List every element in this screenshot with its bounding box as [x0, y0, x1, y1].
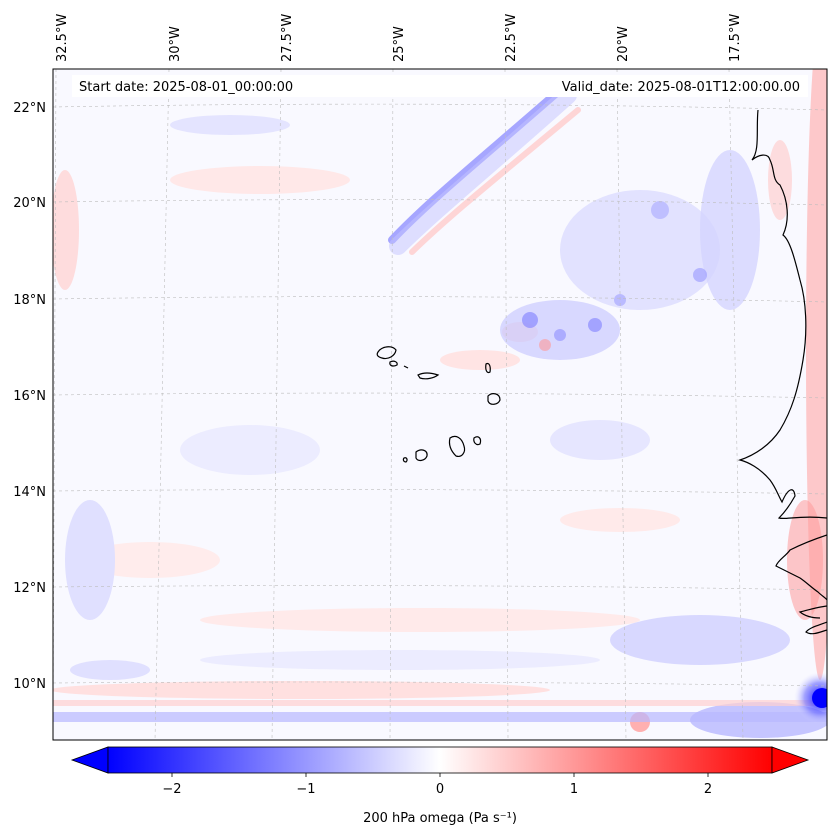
island-sal	[485, 362, 491, 374]
colorbar-tick-label: 1	[570, 782, 578, 797]
island-santiago	[448, 435, 466, 457]
omega-positive-area	[53, 170, 79, 290]
start-date-label: Start date: 2025-08-01_00:00:00	[79, 80, 293, 95]
meridian	[504, 69, 509, 740]
colorbar-extend-min	[70, 746, 109, 774]
colorbar-label: 200 hPa omega (Pa s⁻¹)	[363, 811, 517, 826]
meridian	[154, 69, 170, 740]
africa-coastline	[737, 109, 827, 520]
island-fogo	[415, 449, 428, 462]
omega-positive-area	[560, 508, 680, 532]
omega-negative-area	[180, 425, 320, 475]
meridian	[271, 69, 282, 740]
lon-label: 32.5°W	[55, 14, 70, 62]
lat-label: 14°N	[13, 485, 46, 500]
omega-negative-area	[700, 150, 760, 310]
omega-strong-ascent	[794, 672, 827, 724]
colorbar-body	[107, 746, 773, 774]
colorbar-extend-max	[771, 746, 810, 774]
lat-label: 18°N	[13, 293, 46, 308]
colorbar-tick-label: −2	[162, 782, 181, 797]
lon-label: 20°W	[616, 26, 631, 62]
island-sao-vicente	[389, 360, 398, 367]
meridian	[389, 69, 394, 740]
lat-label: 20°N	[13, 196, 46, 211]
colorbar-ticks	[171, 773, 709, 777]
parallel	[53, 103, 827, 111]
omega-negative-cell	[693, 268, 707, 282]
longitude-labels: 32.5°W 30°W 27.5°W 25°W 22.5°W 20°W 17.5…	[55, 14, 743, 62]
lon-label: 27.5°W	[280, 14, 295, 62]
omega-negative-cell	[554, 329, 566, 341]
omega-positive-band	[409, 107, 581, 255]
omega-positive-area	[440, 350, 520, 370]
omega-positive-cell	[539, 339, 551, 351]
map-frame	[52, 68, 828, 741]
header-box	[72, 75, 808, 97]
island-santo-antao	[376, 346, 397, 360]
omega-positive-area	[200, 608, 640, 632]
lat-label: 16°N	[13, 389, 46, 404]
omega-positive-area	[787, 500, 823, 620]
omega-negative-area	[65, 500, 115, 620]
omega-field	[53, 69, 827, 738]
africa-coastline	[798, 605, 827, 619]
meridian	[616, 69, 627, 740]
island-maio	[473, 436, 482, 446]
omega-negative-cell	[614, 294, 626, 306]
parallel	[53, 585, 827, 591]
africa-coastline	[805, 621, 827, 635]
omega-positive-area	[53, 681, 550, 699]
meridian	[728, 69, 744, 740]
parallel	[53, 199, 827, 206]
lat-label: 12°N	[13, 581, 46, 596]
lat-label: 22°N	[13, 101, 46, 116]
parallel	[53, 681, 827, 687]
omega-negative-band	[389, 86, 577, 255]
omega-positive-area	[170, 166, 350, 194]
colorbar-tick-label: 2	[704, 782, 712, 797]
omega-negative-cell	[522, 312, 538, 328]
latitude-labels: 22°N 20°N 18°N 16°N 14°N 12°N 10°N	[13, 101, 46, 692]
omega-negative-area	[170, 115, 290, 135]
omega-negative-area	[200, 650, 600, 670]
lon-label: 25°W	[392, 26, 407, 62]
omega-negative-area	[550, 420, 650, 460]
omega-negative-area	[610, 615, 790, 665]
island-boa-vista	[487, 393, 501, 405]
parallel	[53, 296, 827, 303]
coastlines	[376, 109, 827, 635]
map-panel	[53, 69, 827, 740]
valid-date-label: Valid_date: 2025-08-01T12:00:00.00	[562, 80, 800, 95]
omega-strong-ascent-core	[812, 688, 827, 708]
island-brava	[402, 457, 408, 463]
omega-positive-area	[80, 542, 220, 578]
omega-negative-cell	[588, 318, 602, 332]
parallel	[53, 489, 827, 495]
colorbar-tick-label: 0	[436, 782, 444, 797]
africa-coastline	[775, 534, 827, 601]
omega-negative-area	[70, 660, 150, 680]
lat-label: 10°N	[13, 677, 46, 692]
parallel	[53, 392, 827, 399]
colorbar: −2 −1 0 1 2 200 hPa omega (Pa s⁻¹)	[70, 746, 810, 826]
island-sao-nicolau	[417, 372, 440, 380]
omega-negative-band	[388, 86, 564, 244]
lon-label: 22.5°W	[504, 14, 519, 62]
omega-positive-strip	[53, 700, 827, 706]
colorbar-tick-label: −1	[296, 782, 315, 797]
island-santa-luzia	[403, 365, 409, 369]
omega-negative-cell	[651, 201, 669, 219]
omega-positive-area	[768, 140, 792, 220]
omega-negative-strip	[53, 712, 827, 722]
lon-label: 17.5°W	[728, 14, 743, 62]
omega-negative-area	[560, 190, 720, 310]
lon-label: 30°W	[168, 26, 183, 62]
